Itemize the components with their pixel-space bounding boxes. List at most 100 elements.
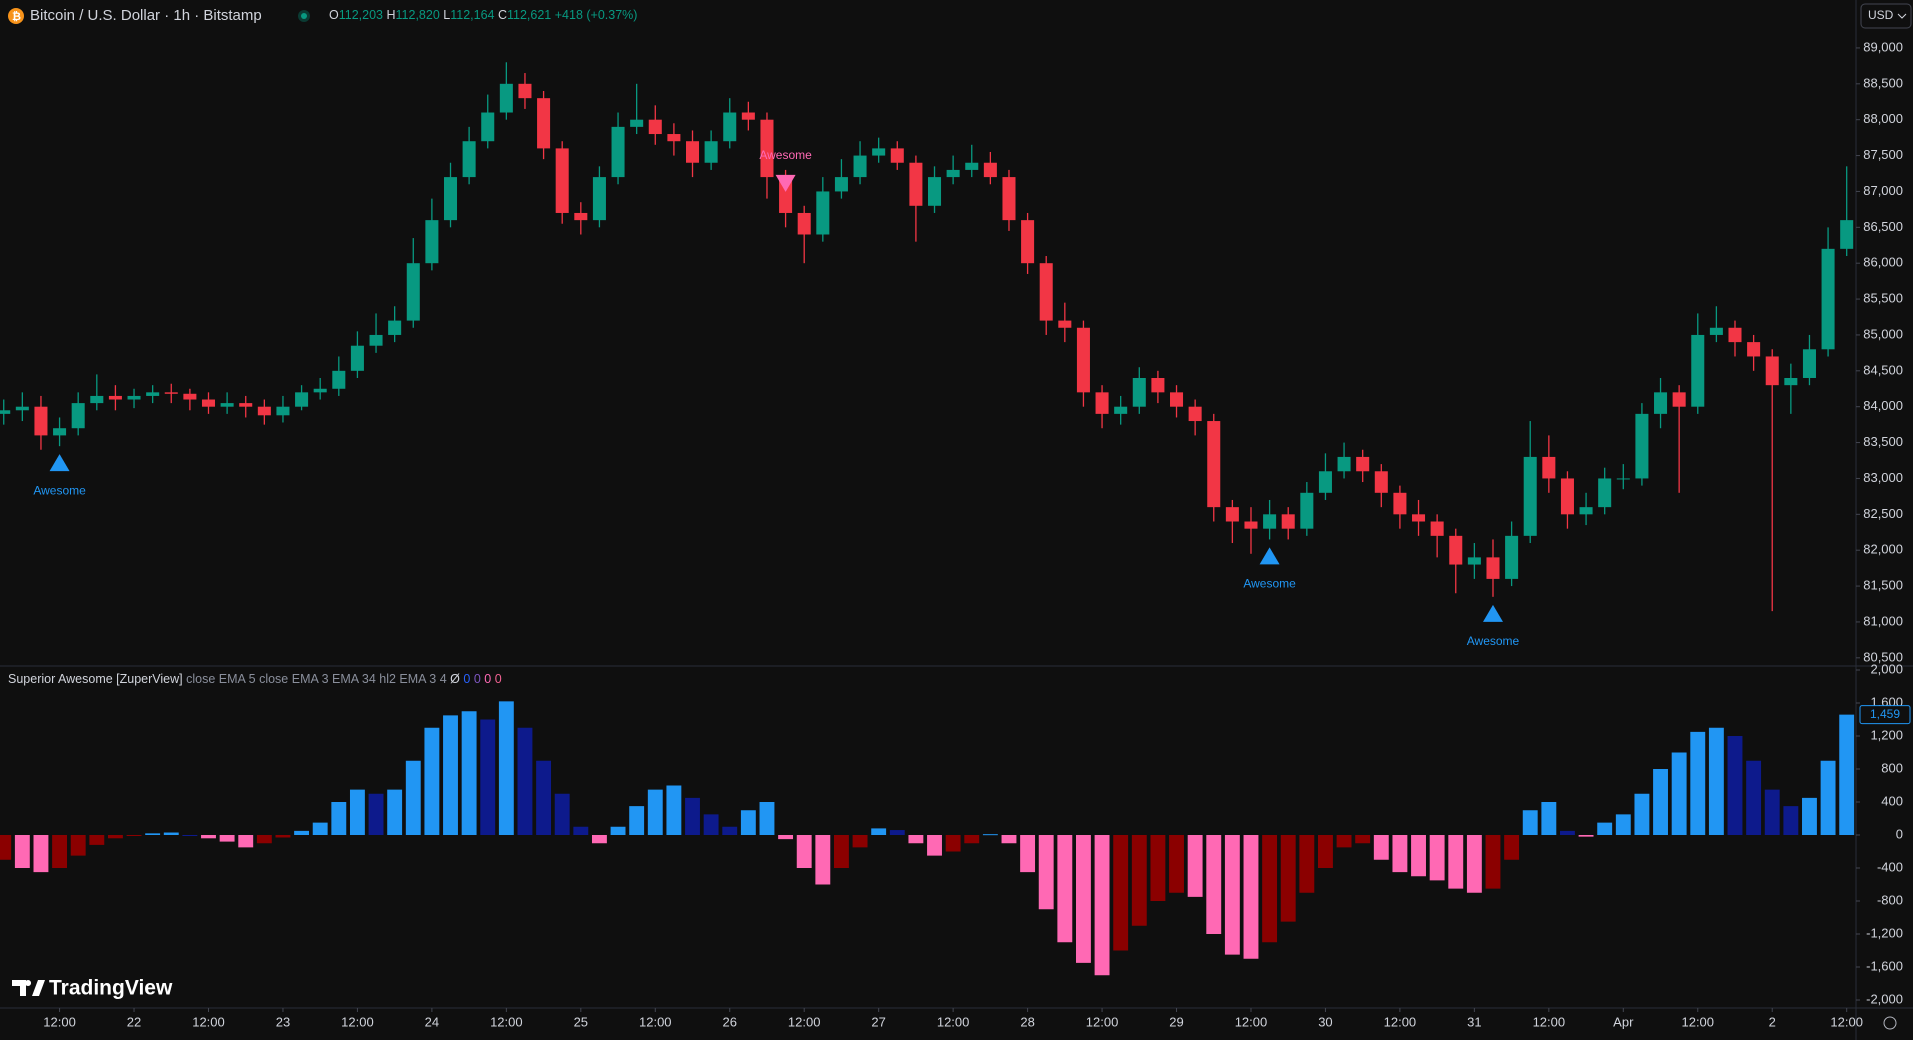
y-tick-label: 87,500	[1863, 147, 1903, 162]
y-tick-label: -2,000	[1866, 991, 1903, 1006]
histogram-bar	[1522, 810, 1538, 835]
histogram-bar	[927, 835, 942, 856]
y-tick-label: 83,000	[1863, 470, 1903, 485]
x-tick-label: 12:00	[490, 1014, 523, 1029]
candle-body	[34, 406, 48, 436]
histogram-bar	[331, 802, 347, 835]
signal-label: Awesome	[33, 483, 86, 497]
signal-up	[1482, 604, 1503, 622]
x-tick-label: 23	[276, 1014, 290, 1029]
histogram-bar	[1411, 835, 1426, 877]
histogram-bar	[778, 835, 794, 840]
candle-body	[1095, 392, 1109, 414]
histogram-bar	[1708, 727, 1724, 835]
histogram-bar	[201, 835, 216, 839]
histogram-bar	[461, 711, 477, 835]
histogram-bar	[1783, 806, 1799, 835]
histogram-bar	[1485, 835, 1501, 889]
indicator-params: close EMA 5 close EMA 3 EMA 34 hl2 EMA 3…	[186, 672, 447, 686]
histogram-bar	[610, 826, 626, 835]
candle-body	[611, 126, 625, 178]
x-tick-label: 29	[1169, 1014, 1183, 1029]
y-tick-label: 81,000	[1863, 613, 1903, 628]
legend-value: 0	[484, 672, 491, 686]
histogram-bar	[591, 835, 607, 844]
last-value-label: 1,459	[1870, 707, 1900, 721]
last-value-tag	[1859, 705, 1911, 725]
x-tick-label: 12:00	[341, 1014, 374, 1029]
histogram-bar	[759, 802, 775, 835]
candle-body	[369, 334, 383, 346]
indicator-title: Superior Awesome [ZuperView]	[8, 672, 183, 686]
candle-body	[1523, 456, 1537, 536]
histogram-bar	[722, 826, 738, 835]
candle-body	[1374, 471, 1388, 493]
histogram-bar	[517, 727, 533, 835]
ohlc-label: O	[329, 8, 339, 22]
candle-body	[537, 98, 551, 149]
candle-body	[146, 392, 160, 396]
candle-body	[1728, 327, 1742, 343]
candle-body	[741, 112, 755, 120]
candle-body	[965, 162, 979, 170]
ohlc-label: H	[386, 8, 395, 22]
histogram-bar	[1466, 835, 1482, 893]
currency-box[interactable]	[1860, 3, 1912, 29]
settings-icon[interactable]	[1883, 1016, 1897, 1030]
histogram-bar	[443, 715, 458, 835]
histogram-bar	[0, 835, 12, 860]
candle-body	[1486, 557, 1500, 579]
histogram-bar	[1820, 760, 1836, 835]
histogram-bar	[796, 835, 812, 868]
chevron	[1897, 13, 1907, 19]
histogram-bar	[1001, 835, 1017, 844]
x-tick-label: 28	[1020, 1014, 1034, 1029]
histogram-bar	[1262, 835, 1278, 943]
candle-body	[1840, 220, 1854, 249]
candle-body	[667, 134, 681, 142]
candle-body	[313, 388, 327, 393]
histogram-bar	[666, 785, 682, 835]
candle-body	[1821, 248, 1835, 350]
candle-body	[71, 403, 85, 429]
legend-value: 0	[495, 672, 502, 686]
candle-body	[1318, 471, 1332, 493]
signal-label: Awesome	[759, 148, 812, 162]
x-tick-label: 12:00	[1086, 1014, 1119, 1029]
signal-down	[775, 174, 796, 192]
x-tick-label: 26	[723, 1014, 737, 1029]
candle-body	[1765, 356, 1779, 386]
x-tick-label: 12:00	[192, 1014, 225, 1029]
histogram-bar	[1187, 835, 1203, 897]
histogram-bar	[312, 822, 328, 835]
candle-body	[592, 177, 606, 221]
histogram-bar	[1020, 835, 1036, 873]
histogram-bar	[1280, 835, 1296, 922]
change: +418 (+0.37%)	[555, 8, 638, 22]
currency-button[interactable]: USD	[1860, 3, 1912, 29]
symbol-title: Bitcoin / U.S. Dollar · 1h · Bitstamp	[30, 7, 262, 24]
currency-label[interactable]: USD	[1868, 8, 1894, 22]
x-tick-label: 12:00	[1533, 1014, 1566, 1029]
legend-value: 0	[474, 672, 481, 686]
candle-body	[1430, 521, 1444, 536]
y-tick-label: 84,500	[1863, 362, 1903, 377]
y-tick-label: 88,000	[1863, 111, 1903, 126]
candle-body	[946, 169, 960, 178]
candle-body	[443, 177, 458, 221]
signal-label: Awesome	[1243, 577, 1296, 591]
candle-body	[928, 177, 942, 206]
histogram-bar	[368, 793, 384, 835]
x-tick-label: 25	[574, 1014, 588, 1029]
candle-body	[201, 399, 216, 407]
histogram-bar	[908, 835, 924, 844]
candle-body	[15, 406, 29, 411]
histogram-bar	[1429, 835, 1445, 881]
histogram-bar	[685, 797, 700, 835]
candle-body	[1207, 421, 1221, 508]
y-tick-label: 81,500	[1863, 578, 1903, 593]
y-tick-label: 2,000	[1870, 661, 1903, 676]
y-tick-label: 80,500	[1863, 649, 1903, 664]
x-tick-label: 12:00	[1830, 1014, 1863, 1029]
histogram-bar	[833, 835, 849, 868]
